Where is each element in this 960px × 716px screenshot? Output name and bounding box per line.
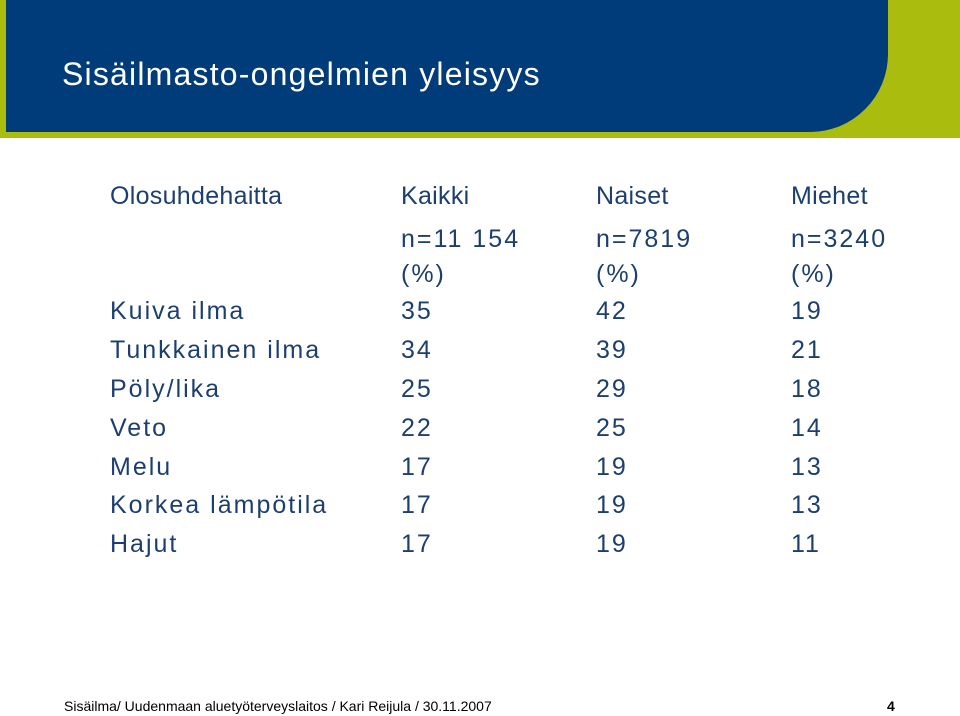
row-value-naiset: 19 xyxy=(596,491,628,519)
row-value-kaikki: 25 xyxy=(401,375,433,403)
column-header-miehet: Miehet xyxy=(791,182,868,210)
row-value-naiset: 19 xyxy=(596,453,628,481)
row-value-naiset: 29 xyxy=(596,375,628,403)
row-label: Melu xyxy=(110,453,173,481)
row-value-miehet: 13 xyxy=(791,491,823,519)
row-label: Veto xyxy=(110,414,169,442)
column-header-naiset: Naiset xyxy=(596,182,669,210)
row-label: Hajut xyxy=(110,530,179,558)
row-value-kaikki: 17 xyxy=(401,453,433,481)
row-value-miehet: 19 xyxy=(791,297,823,325)
row-value-miehet: 21 xyxy=(791,336,823,364)
slide-title: Sisäilmasto-ongelmien yleisyys xyxy=(62,56,541,92)
row-value-naiset: 25 xyxy=(596,414,628,442)
row-value-naiset: 19 xyxy=(596,530,628,558)
row-label: Kuiva ilma xyxy=(110,297,246,325)
row-value-kaikki: 35 xyxy=(401,297,433,325)
row-value-kaikki: 22 xyxy=(401,414,433,442)
n-kaikki: n=11 154 xyxy=(401,225,521,253)
row-value-naiset: 39 xyxy=(596,336,628,364)
n-naiset: n=7819 xyxy=(596,225,693,253)
row-value-miehet: 14 xyxy=(791,414,823,442)
row-label: Tunkkainen ilma xyxy=(110,336,322,364)
row-value-kaikki: 17 xyxy=(401,530,433,558)
row-value-kaikki: 17 xyxy=(401,491,433,519)
slide-footer: Sisäilma/ Uudenmaan aluetyöterveyslaitos… xyxy=(64,698,492,714)
column-header-olosuhdehaitta: Olosuhdehaitta xyxy=(110,182,283,210)
unit-miehet: (%) xyxy=(791,260,836,288)
unit-kaikki: (%) xyxy=(401,260,446,288)
page-number: 4 xyxy=(887,698,895,714)
title-banner: Sisäilmasto-ongelmien yleisyys xyxy=(6,0,888,132)
row-label: Korkea lämpötila xyxy=(110,491,329,519)
unit-naiset: (%) xyxy=(596,260,641,288)
column-header-kaikki: Kaikki xyxy=(401,182,470,210)
row-value-miehet: 13 xyxy=(791,453,823,481)
row-value-miehet: 18 xyxy=(791,375,823,403)
row-value-naiset: 42 xyxy=(596,297,628,325)
row-label: Pöly/lika xyxy=(110,375,222,403)
n-miehet: n=3240 xyxy=(791,225,888,253)
row-value-kaikki: 34 xyxy=(401,336,433,364)
row-value-miehet: 11 xyxy=(791,530,821,558)
